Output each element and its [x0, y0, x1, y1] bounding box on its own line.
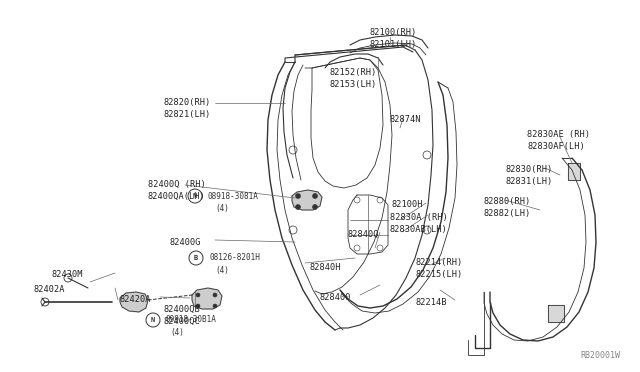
- Circle shape: [213, 304, 217, 308]
- Polygon shape: [292, 190, 322, 210]
- Text: 82400QC: 82400QC: [163, 317, 200, 326]
- Circle shape: [196, 304, 200, 308]
- Text: 82820(RH): 82820(RH): [163, 98, 211, 107]
- Text: 82101(LH): 82101(LH): [370, 40, 417, 49]
- Text: 08918-3081A: 08918-3081A: [208, 192, 259, 201]
- Circle shape: [196, 293, 200, 297]
- Text: 09918-30B1A: 09918-30B1A: [166, 315, 217, 324]
- Text: 82100(RH): 82100(RH): [370, 28, 417, 37]
- Text: (4): (4): [170, 327, 184, 337]
- Text: 82830AB(LH): 82830AB(LH): [390, 225, 448, 234]
- Text: 82830AE (RH): 82830AE (RH): [527, 130, 590, 139]
- Text: 82402A: 82402A: [34, 285, 65, 294]
- Text: 82214B: 82214B: [415, 298, 447, 307]
- Polygon shape: [568, 163, 580, 180]
- Text: N: N: [151, 317, 155, 323]
- Text: 82874N: 82874N: [390, 115, 422, 124]
- Polygon shape: [192, 288, 222, 309]
- Text: 82400QA(LH): 82400QA(LH): [148, 192, 205, 201]
- Text: (4): (4): [215, 203, 229, 212]
- Text: 82400G: 82400G: [170, 238, 202, 247]
- Text: 82100H: 82100H: [392, 200, 424, 209]
- Text: 82214(RH): 82214(RH): [415, 258, 462, 267]
- Text: 82400QB: 82400QB: [163, 305, 200, 314]
- Circle shape: [213, 293, 217, 297]
- Text: B: B: [194, 255, 198, 261]
- Text: 82152(RH): 82152(RH): [330, 68, 377, 77]
- Text: 82831(LH): 82831(LH): [505, 177, 552, 186]
- Text: 82830A (RH): 82830A (RH): [390, 213, 448, 222]
- Text: 82420A: 82420A: [120, 295, 152, 304]
- Circle shape: [312, 205, 317, 209]
- Text: 82215(LH): 82215(LH): [415, 270, 462, 279]
- Text: 82830AF(LH): 82830AF(LH): [527, 142, 585, 151]
- Text: N: N: [193, 193, 197, 199]
- Circle shape: [312, 193, 317, 199]
- Circle shape: [296, 193, 301, 199]
- Polygon shape: [120, 292, 148, 312]
- Text: 82882(LH): 82882(LH): [483, 209, 531, 218]
- Text: 82821(LH): 82821(LH): [163, 110, 211, 119]
- Text: 82830(RH): 82830(RH): [505, 165, 552, 174]
- Text: 82153(LH): 82153(LH): [330, 80, 377, 89]
- Text: 82880(RH): 82880(RH): [483, 197, 531, 206]
- Text: RB20001W: RB20001W: [580, 351, 620, 360]
- Text: 82840H: 82840H: [310, 263, 342, 272]
- Text: 82400Q (RH): 82400Q (RH): [148, 180, 205, 189]
- Circle shape: [296, 205, 301, 209]
- Text: 08126-8201H: 08126-8201H: [209, 253, 260, 263]
- Text: (4): (4): [215, 266, 229, 275]
- Text: 82840Q: 82840Q: [347, 230, 378, 239]
- Polygon shape: [548, 305, 564, 322]
- Text: 828400: 828400: [320, 293, 351, 302]
- Text: 82430M: 82430M: [52, 270, 83, 279]
